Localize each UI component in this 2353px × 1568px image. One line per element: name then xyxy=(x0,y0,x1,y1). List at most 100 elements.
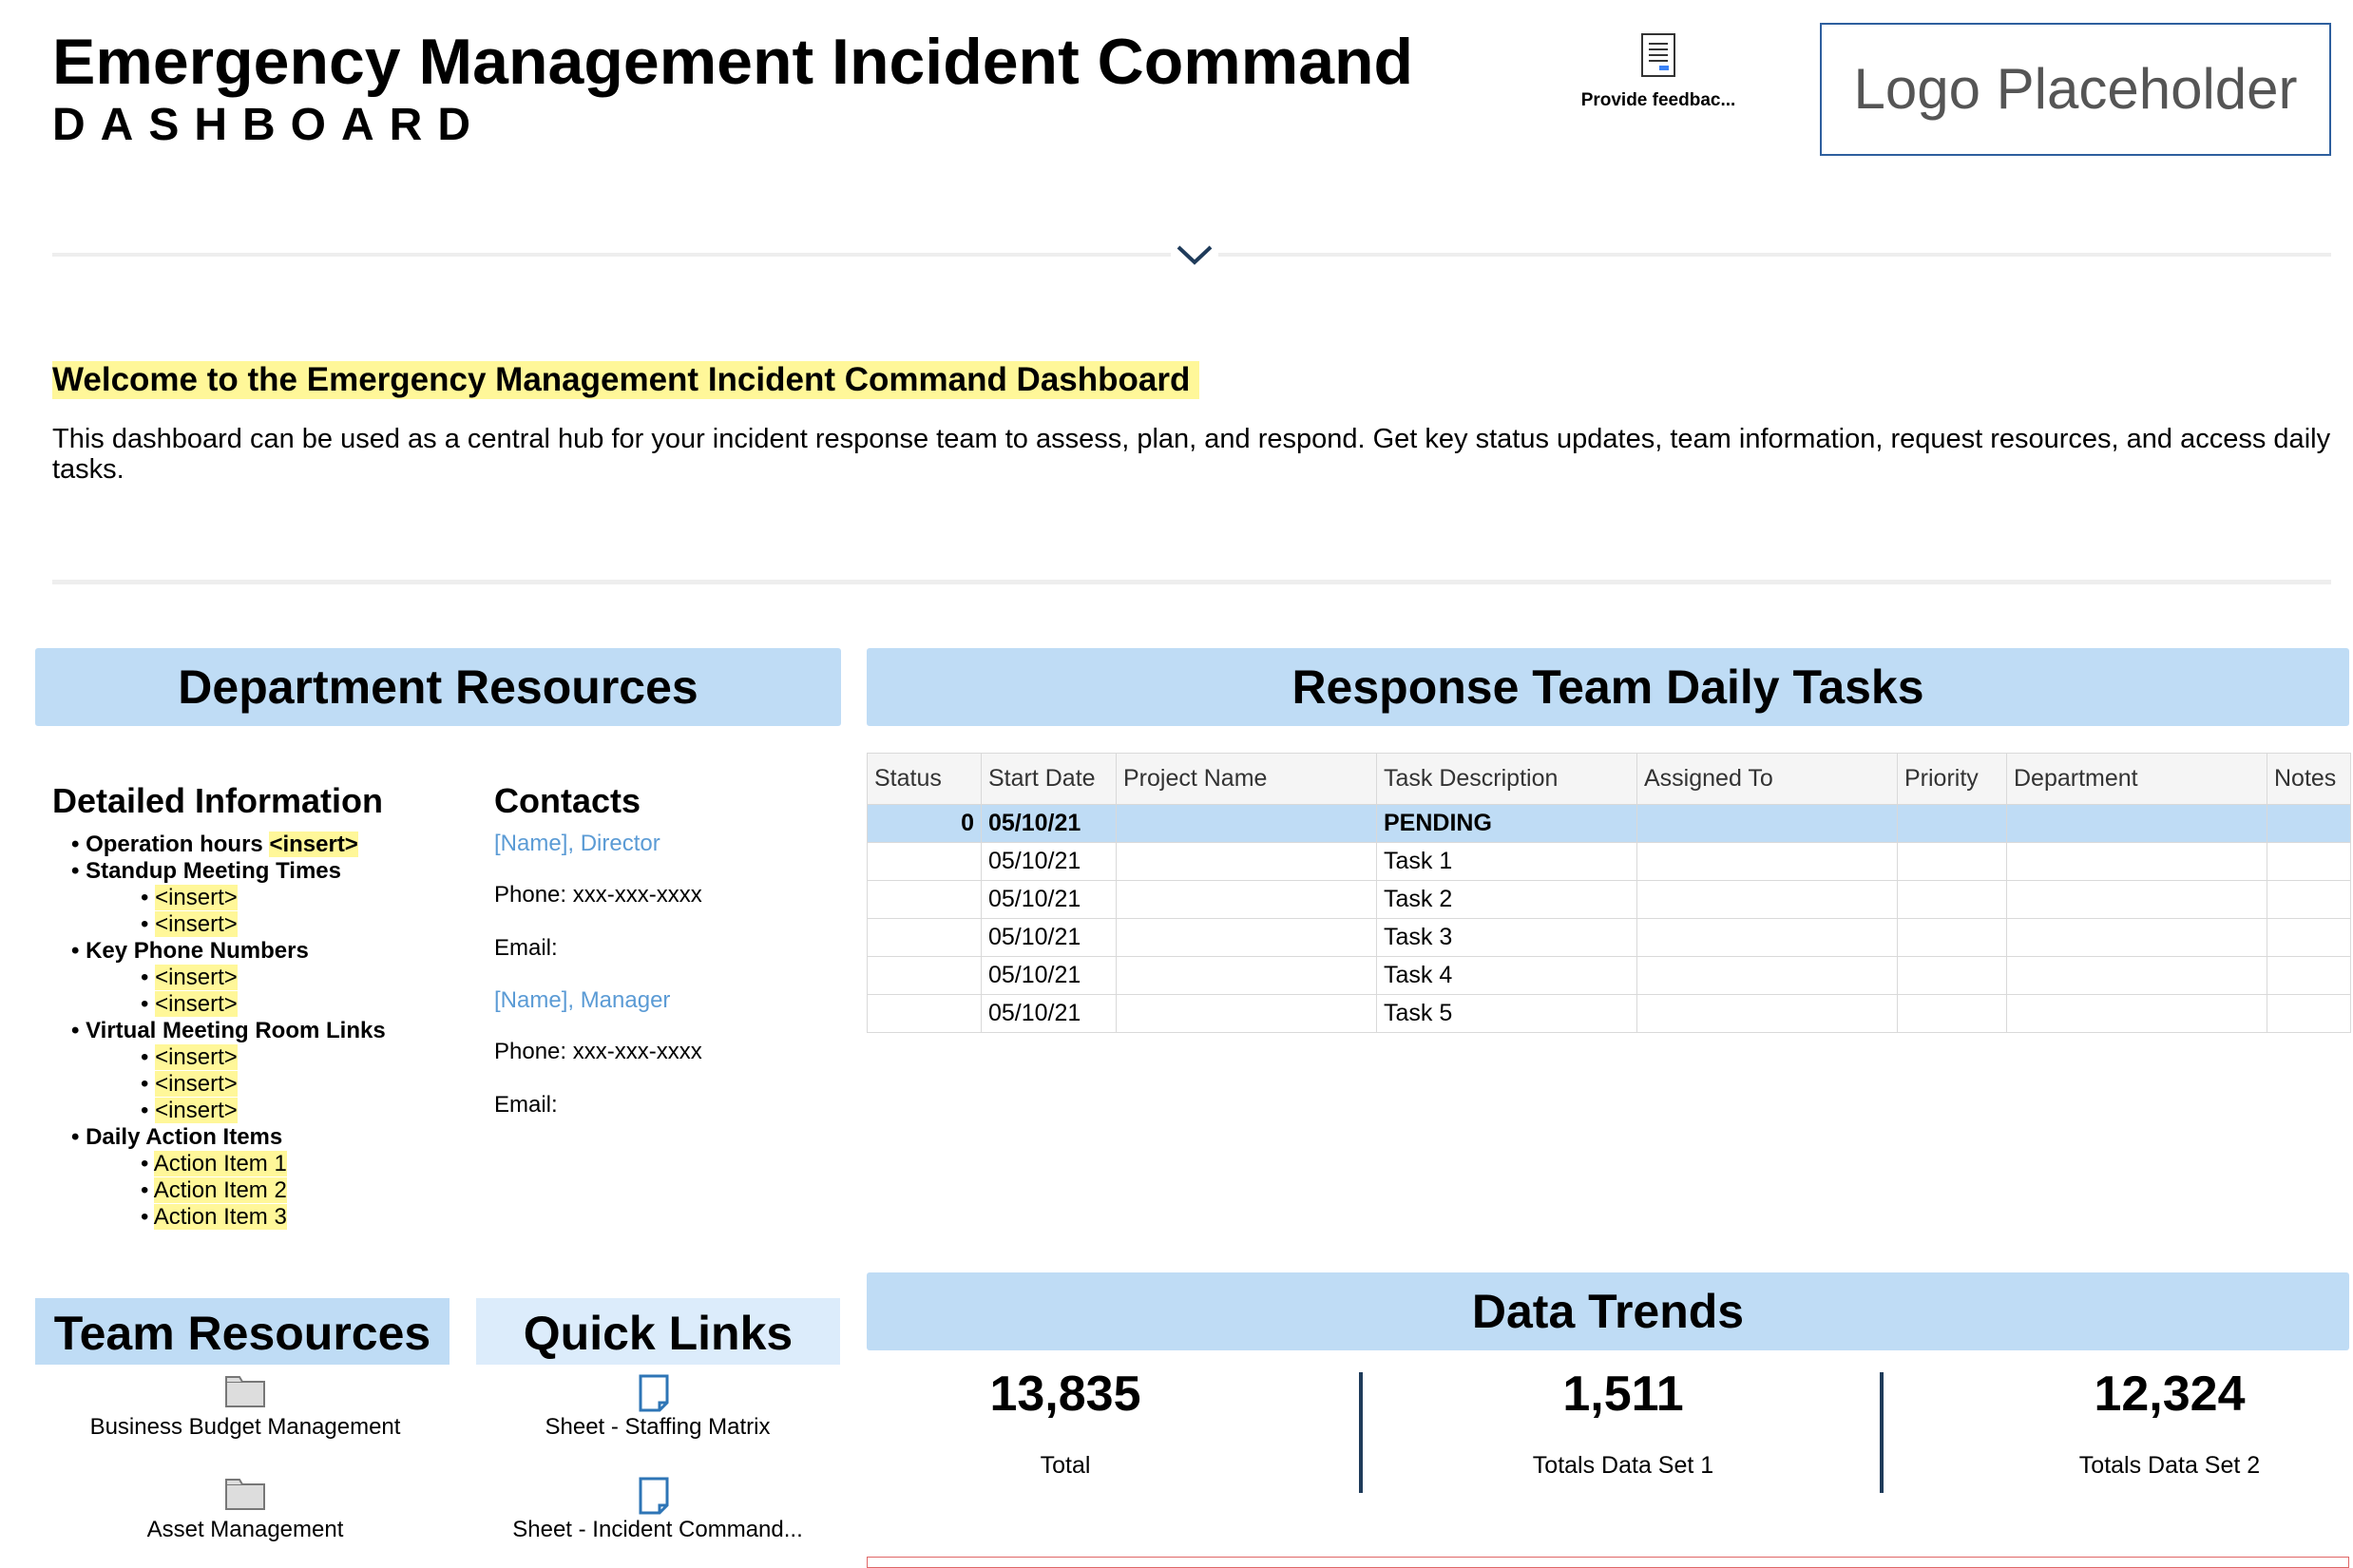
task-row: 05/10/21 Task 1 xyxy=(867,842,2351,881)
placeholder: <insert> xyxy=(155,991,238,1017)
subheading: Contacts xyxy=(494,781,641,820)
placeholder: Action Item 3 xyxy=(153,1204,287,1230)
cell xyxy=(2006,804,2267,843)
cell xyxy=(1636,994,1898,1033)
section-header: Data Trends xyxy=(867,1272,2349,1350)
cell xyxy=(1116,842,1377,881)
list-subitem: • <insert> xyxy=(141,1071,238,1097)
cell xyxy=(1636,842,1898,881)
list-subitem: • Action Item 3 xyxy=(141,1204,287,1230)
list-subitem: • <insert> xyxy=(141,991,238,1017)
column-header: Start Date xyxy=(981,753,1117,805)
item-text: Daily Action Items xyxy=(86,1124,283,1150)
link-label[interactable]: Sheet - Staffing Matrix xyxy=(545,1414,771,1440)
section-header: Quick Links xyxy=(476,1298,840,1365)
cell xyxy=(867,956,982,995)
list-subitem: • <insert> xyxy=(141,1098,238,1123)
list-item: • Key Phone Numbers xyxy=(71,938,309,964)
task-row: 05/10/21 Task 2 xyxy=(867,880,2351,919)
cell xyxy=(2267,842,2351,881)
list-item: • Operation hours <insert> xyxy=(71,832,358,857)
icon[interactable] xyxy=(637,1477,679,1519)
cell xyxy=(1897,880,2007,919)
cell xyxy=(1636,918,1898,957)
subtitle: DASHBOARD xyxy=(52,100,486,150)
placeholder: <insert> xyxy=(155,965,238,990)
header-row: Status Start Date Project Name Task Descrip… xyxy=(867,753,2351,805)
welcome-body: This dashboard can be used as a central … xyxy=(52,424,2331,485)
icon[interactable] xyxy=(637,1374,679,1416)
column-header: Status xyxy=(867,753,982,805)
cell: Task 5 xyxy=(1376,994,1637,1033)
list-subitem: • <insert> xyxy=(141,1044,238,1070)
list-item: • Virtual Meeting Room Links xyxy=(71,1018,386,1043)
link-label[interactable]: Asset Management xyxy=(146,1517,344,1542)
link-label[interactable]: Sheet - Incident Command... xyxy=(512,1517,803,1542)
cell: 05/10/21 xyxy=(981,804,1117,843)
link-icon[interactable] xyxy=(637,1477,679,1523)
contact-name[interactable]: [Name], Manager xyxy=(494,987,671,1013)
kpi-label: Totals Data Set 2 xyxy=(2078,1452,2261,1479)
cell xyxy=(1897,994,2007,1033)
cell xyxy=(1636,804,1898,843)
column-header: Task Description xyxy=(1376,753,1637,805)
cell xyxy=(1116,880,1377,919)
contact-email: Email: xyxy=(494,1092,558,1118)
divider xyxy=(52,580,2331,584)
link-icon[interactable] xyxy=(224,1477,266,1523)
placeholder: <insert> xyxy=(155,1044,238,1070)
icon[interactable] xyxy=(224,1374,266,1416)
cell xyxy=(1116,804,1377,843)
item-text: Standup Meeting Times xyxy=(86,858,341,884)
item-text: Virtual Meeting Room Links xyxy=(86,1018,386,1043)
column-header: Notes xyxy=(2267,753,2351,805)
kpi-separator xyxy=(1359,1372,1363,1493)
cell xyxy=(867,880,982,919)
collapse-chevron[interactable] xyxy=(1171,239,1218,270)
cell: 05/10/21 xyxy=(981,918,1117,957)
cell: Task 1 xyxy=(1376,842,1637,881)
link-icon[interactable] xyxy=(637,1374,679,1421)
column-header: Department xyxy=(2006,753,2267,805)
welcome-heading: Welcome to the Emergency Management Inci… xyxy=(52,361,1200,399)
cell xyxy=(867,842,982,881)
contact-name[interactable]: [Name], Director xyxy=(494,831,660,856)
link-label[interactable]: Business Budget Management xyxy=(89,1414,401,1440)
item-text: Key Phone Numbers xyxy=(86,938,309,964)
cell: Task 4 xyxy=(1376,956,1637,995)
subheading: Detailed Information xyxy=(52,781,384,820)
kpi-value: 1,511 xyxy=(1562,1367,1684,1422)
cell xyxy=(1897,804,2007,843)
cell: Task 3 xyxy=(1376,918,1637,957)
task-row: 05/10/21 Task 3 xyxy=(867,918,2351,957)
kpi-label: Total xyxy=(1040,1452,1091,1479)
placeholder: <insert> xyxy=(155,911,238,937)
feedback-icon[interactable] xyxy=(1640,32,1678,80)
cell xyxy=(1636,956,1898,995)
list-subitem: • Action Item 1 xyxy=(141,1151,287,1176)
section-header: Team Resources xyxy=(35,1298,450,1365)
cell: 05/10/21 xyxy=(981,880,1117,919)
feedback-link[interactable]: Provide feedbac... xyxy=(1580,90,1736,110)
placeholder: <insert> xyxy=(155,885,238,910)
logo: Logo Placeholder xyxy=(1820,23,2331,156)
placeholder: <insert> xyxy=(155,1098,238,1123)
cell xyxy=(1116,994,1377,1033)
cell xyxy=(1636,880,1898,919)
cell xyxy=(2267,880,2351,919)
cell xyxy=(1897,918,2007,957)
task-row: 0 05/10/21 PENDING xyxy=(867,804,2351,843)
kpi-separator xyxy=(1880,1372,1884,1493)
placeholder: <insert> xyxy=(155,1071,238,1097)
cell xyxy=(2006,994,2267,1033)
link-icon[interactable] xyxy=(224,1374,266,1421)
icon[interactable] xyxy=(224,1477,266,1519)
list-subitem: • <insert> xyxy=(141,965,238,990)
section-header: Response Team Daily Tasks xyxy=(867,648,2349,726)
cell: 05/10/21 xyxy=(981,956,1117,995)
cell xyxy=(2267,994,2351,1033)
list-item: • Daily Action Items xyxy=(71,1124,283,1150)
cell: 0 xyxy=(867,804,982,843)
cell xyxy=(2006,842,2267,881)
item-text: Operation hours xyxy=(86,832,263,857)
